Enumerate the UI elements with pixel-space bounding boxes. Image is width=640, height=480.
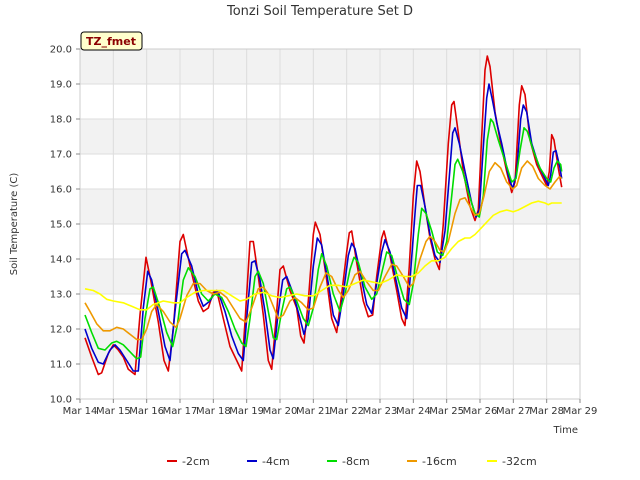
y-tick-label: 15.0 [50, 220, 72, 231]
series-line-minus-4cm [84, 83, 563, 372]
y-tick-label: 19.0 [50, 80, 72, 91]
series-lines [84, 55, 563, 376]
plot-band [80, 329, 580, 364]
y-tick-label: 12.0 [50, 325, 72, 336]
plot-band [80, 189, 580, 224]
plot-band [80, 259, 580, 294]
y-tick-label: 11.0 [50, 360, 72, 371]
x-tick-label: Mar 24 [396, 406, 431, 417]
series-line-minus-2cm [84, 55, 563, 376]
x-tick-label: Mar 18 [196, 406, 231, 417]
y-tick-label: 16.0 [50, 185, 72, 196]
legend-label: -2cm [182, 455, 210, 468]
y-axis-label: Soil Temperature (C) [9, 173, 20, 276]
plot-background-bands [80, 49, 580, 399]
x-tick-label: Mar 29 [563, 406, 598, 417]
x-tick-label: Mar 26 [463, 406, 498, 417]
series-line-minus-16cm [84, 160, 563, 341]
x-tick-label: Mar 20 [263, 406, 298, 417]
x-tick-label: Mar 25 [429, 406, 464, 417]
x-tick-label: Mar 28 [529, 406, 564, 417]
plot-band [80, 364, 580, 399]
legend-label: -16cm [422, 455, 457, 468]
x-tick-label: Mar 23 [363, 406, 398, 417]
y-tick-label: 10.0 [50, 395, 72, 406]
y-tick-label: 18.0 [50, 115, 72, 126]
legend-label: -8cm [342, 455, 370, 468]
y-tick-label: 13.0 [50, 290, 72, 301]
y-axis-ticks: 10.0 11.0 12.0 13.0 14.0 15.0 16.0 17.0 18.0 19.0… [50, 45, 80, 406]
x-tick-label: Mar 22 [329, 406, 364, 417]
plot-band [80, 119, 580, 154]
site-badge-box [80, 31, 143, 51]
series-line-minus-32cm [84, 200, 562, 311]
plot-band [80, 49, 580, 84]
chart-title: Tonzi Soil Temperature Set D [226, 4, 413, 19]
plot-band [80, 84, 580, 119]
y-tick-label: 14.0 [50, 255, 72, 266]
legend: -2cm -4cm -8cm -16cm -32cm [167, 455, 537, 468]
x-tick-label: Mar 15 [96, 406, 131, 417]
x-tick-label: Mar 21 [296, 406, 331, 417]
x-tick-label: Mar 27 [496, 406, 531, 417]
legend-label: -4cm [262, 455, 290, 468]
site-badge-label: TZ_fmet [86, 35, 136, 48]
x-axis-label: Time [553, 425, 578, 436]
x-tick-label: Mar 17 [163, 406, 198, 417]
site-badge: TZ_fmet [80, 31, 143, 51]
x-tick-label: Mar 19 [229, 406, 264, 417]
plot-band [80, 154, 580, 189]
y-tick-label: 20.0 [50, 45, 72, 56]
plot-band [80, 224, 580, 259]
y-tick-label: 17.0 [50, 150, 72, 161]
legend-label: -32cm [502, 455, 537, 468]
series-line-minus-8cm [84, 118, 563, 360]
x-tick-label: Mar 16 [129, 406, 164, 417]
x-tick-label: Mar 14 [63, 406, 98, 417]
